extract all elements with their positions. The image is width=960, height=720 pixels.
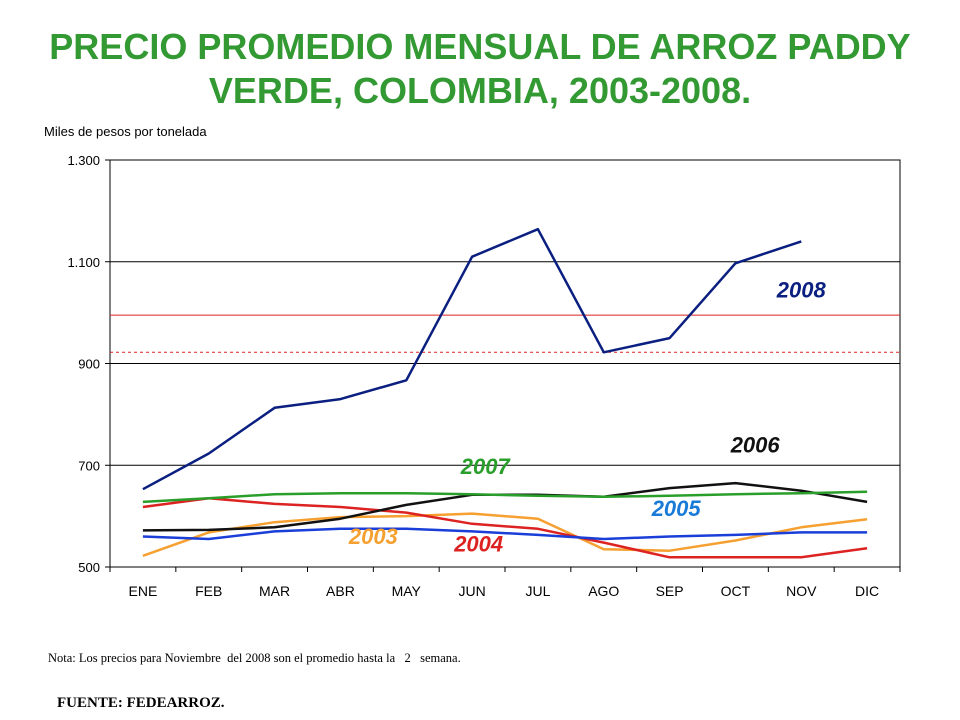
y-tick-label: 1.100 <box>67 255 100 270</box>
x-tick-label: JUN <box>458 583 485 599</box>
x-tick-label: FEB <box>195 583 222 599</box>
series-label-2008: 2008 <box>776 277 827 302</box>
reference-lines <box>110 314 900 353</box>
x-tick-label: NOV <box>786 583 817 599</box>
x-tick-label: SEP <box>656 583 684 599</box>
x-tick-label: JUL <box>525 583 550 599</box>
series-labels: 2003 2004 2005 2006 2007 2008 <box>348 277 827 556</box>
series-line-2007 <box>142 490 868 504</box>
y-tick-label: 500 <box>78 560 100 575</box>
series-line-2004 <box>142 497 868 559</box>
series-label-2005: 2005 <box>651 496 702 521</box>
source-label: FUENTE: FEDEARROZ. <box>57 695 225 711</box>
series-line-2005 <box>142 527 868 541</box>
y-axis-label: Miles de pesos por tonelada <box>44 124 207 139</box>
y-axis-ticks: 500 700 900 1.100 1.300 <box>67 153 110 575</box>
series-label-2007: 2007 <box>460 454 512 479</box>
y-tick-label: 1.300 <box>67 153 100 168</box>
y-tick-label: 900 <box>78 357 100 372</box>
series-label-2006: 2006 <box>730 433 781 458</box>
chart-title-line-1: PRECIO PROMEDIO MENSUAL DE ARROZ PADDY <box>49 26 911 67</box>
chart-title-line-2: VERDE, COLOMBIA, 2003-2008. <box>208 70 752 111</box>
y-tick-label: 700 <box>78 458 100 473</box>
x-tick-label: ABR <box>326 583 355 599</box>
x-tick-label: OCT <box>721 583 751 599</box>
series-label-2004: 2004 <box>453 532 503 557</box>
gridlines <box>110 261 900 466</box>
series-label-2003: 2003 <box>348 524 398 549</box>
x-tick-label: MAY <box>392 583 422 599</box>
series-lines <box>142 227 868 559</box>
footnote: Nota: Los precios para Noviembre del 200… <box>48 651 461 665</box>
x-axis-ticks: ENE FEB MAR ABR MAY JUN JUL AGO SEP OCT NOV DIC <box>109 567 901 599</box>
series-line-2008 <box>142 227 802 491</box>
x-tick-label: MAR <box>259 583 290 599</box>
price-line-chart: Miles de pesos por tonelada 500 700 900 1.1… <box>44 124 901 599</box>
chart-title: PRECIO PROMEDIO MENSUAL DE ARROZ PADDY V… <box>30 25 930 113</box>
series-line-2003 <box>142 512 868 557</box>
x-tick-label: AGO <box>588 583 619 599</box>
x-tick-label: ENE <box>129 583 158 599</box>
x-tick-label: DIC <box>855 583 879 599</box>
